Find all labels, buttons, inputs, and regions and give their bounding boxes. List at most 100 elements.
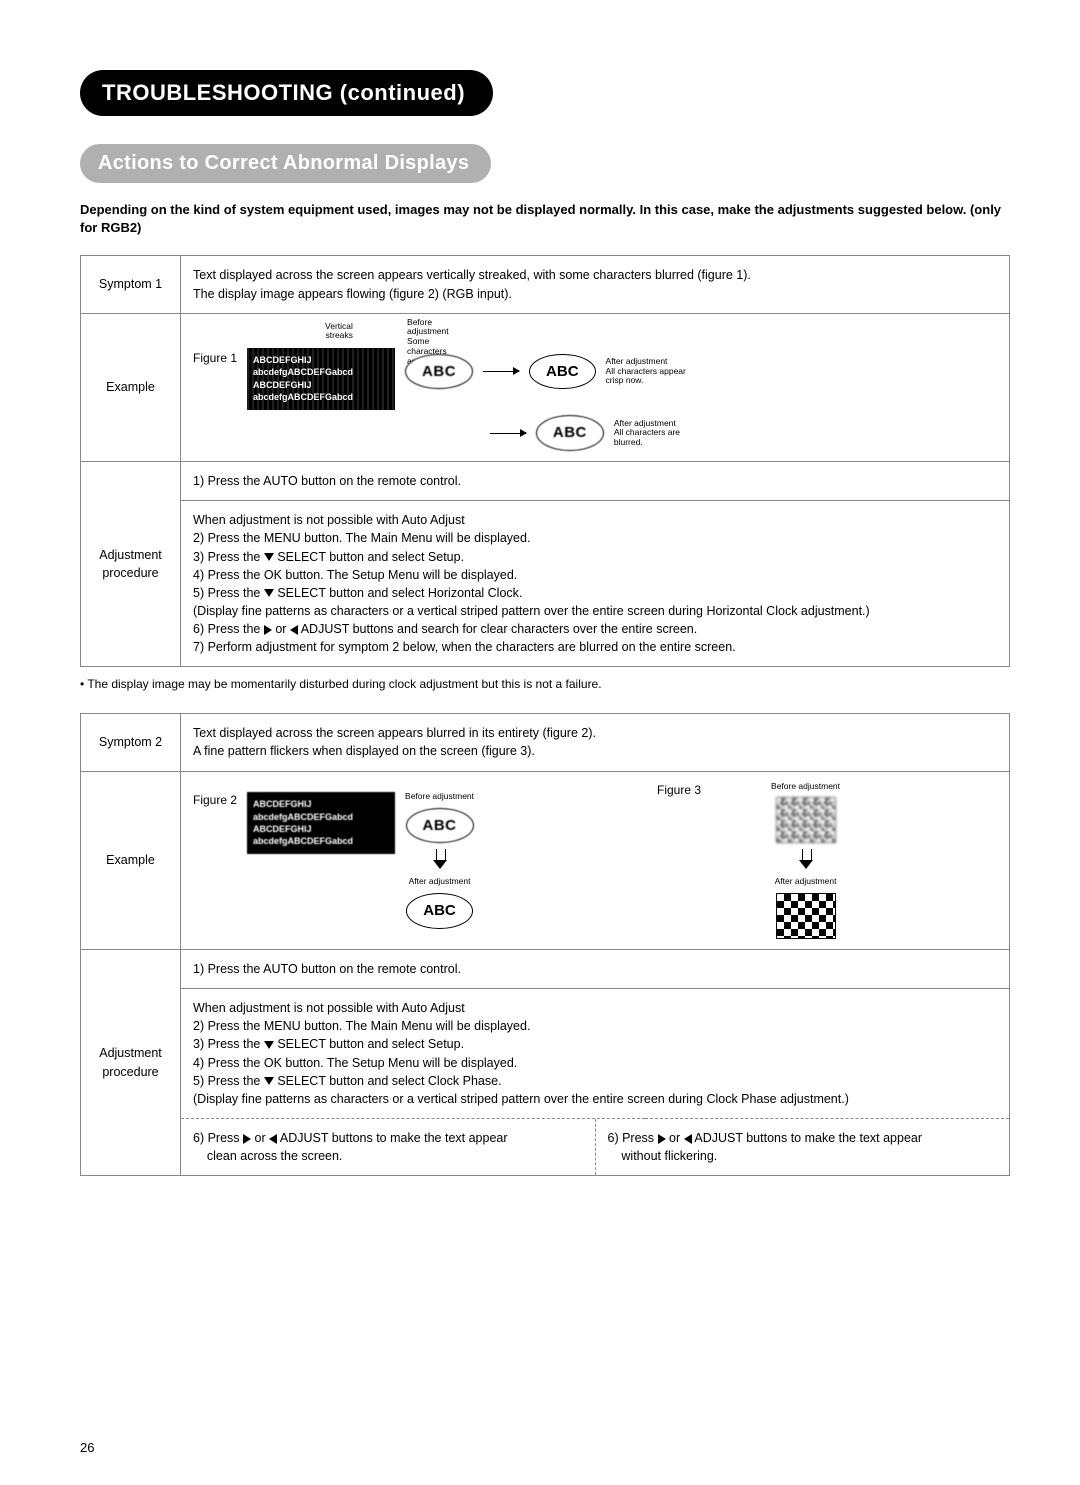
l6b: or [251,1131,269,1145]
ag1: After adjustment [606,356,668,366]
t2-s4: 4) Press the OK button. The Setup Menu w… [193,1056,517,1070]
ab2: All characters are [614,427,680,437]
symptom1-line2: The display image appears flowing (figur… [193,287,512,301]
adjust2-step1: 1) Press the AUTO button on the remote c… [181,950,1010,989]
symptom1-line1: Text displayed across the screen appears… [193,268,751,282]
ab3: blurred. [614,437,643,447]
ag3: crisp now. [606,375,644,385]
adjust2-left: 6) Press or ADJUST buttons to make the t… [181,1119,596,1175]
s2l1: Text displayed across the screen appears… [193,726,596,740]
abc-crisp-result: ABC [529,354,596,390]
ab1: After adjustment [614,418,676,428]
fig1-row3: abcdefgABCDEFGabcd [253,391,389,403]
before-callout-2: Some characters [407,336,447,356]
adj1l2: procedure [102,566,158,580]
after-good-caption: After adjustment All characters appear c… [606,357,686,386]
example1-label: Example [81,313,181,462]
fig2-after-label: After adjustment [409,877,471,887]
fig2-abc-before: ABC [406,808,474,844]
intro-paragraph: Depending on the kind of system equipmen… [80,201,1010,237]
symptom1-table: Symptom 1 Text displayed across the scre… [80,255,1010,667]
t2-s3b: SELECT button and select Setup. [274,1037,464,1051]
fig1-row0: ABCDEFGHIJ [253,354,389,366]
adjust2-right: 6) Press or ADJUST buttons to make the t… [596,1119,1010,1175]
t1-auto-header: When adjustment is not possible with Aut… [193,513,465,527]
adj1l1: Adjustment [99,548,162,562]
t1-s4: 4) Press the OK button. The Setup Menu w… [193,568,517,582]
t1-s7: 7) Perform adjustment for symptom 2 belo… [193,640,736,654]
right-triangle-icon [243,1134,251,1144]
arrow-down-icon [433,849,447,871]
r6c: ADJUST buttons to make the text appear [692,1131,922,1145]
symptom2-text: Text displayed across the screen appears… [181,714,1010,771]
streaks-callout-2: streaks [326,330,353,340]
t1-s6a: 6) Press the [193,622,264,636]
r6a: 6) Press [608,1131,658,1145]
t1-s3b: SELECT button and select Setup. [274,550,464,564]
fig1-row2: ABCDEFGHIJ [253,379,389,391]
after-bad-caption: After adjustment All characters are blur… [614,419,680,448]
f2r0: ABCDEFGHIJ [253,798,389,810]
f2r2: ABCDEFGHIJ [253,823,389,835]
arrow-right-icon [483,371,519,372]
f2r3: abcdefgABCDEFGabcd [253,835,389,847]
adjust1-label: Adjustment procedure [81,462,181,667]
symptom1-label: Symptom 1 [81,256,181,313]
left-triangle-icon [684,1134,692,1144]
abc-blurred-source: ABC [405,354,473,390]
figure2-textblock: ABCDEFGHIJ abcdefgABCDEFGabcd ABCDEFGHIJ… [247,792,395,854]
fig3-before-label: Before adjustment [771,782,840,792]
arrow-right-icon [490,433,526,434]
adjust2-details: When adjustment is not possible with Aut… [181,989,1010,1119]
adjust1-step1: 1) Press the AUTO button on the remote c… [181,462,1010,501]
t2-s5a: 5) Press the [193,1074,264,1088]
s2l2: A fine pattern flickers when displayed o… [193,744,535,758]
page-number: 26 [80,1440,94,1455]
fig3-after-label: After adjustment [775,877,837,887]
arrow-down-icon [799,849,813,871]
figure3-label: Figure 3 [657,782,701,799]
t2-s2: 2) Press the MENU button. The Main Menu … [193,1019,530,1033]
t2-s3a: 3) Press the [193,1037,264,1051]
right-triangle-icon [264,625,272,635]
right-triangle-icon [658,1134,666,1144]
figure2-cell: Figure 2 ABCDEFGHIJ abcdefgABCDEFGabcd A… [181,771,646,950]
symptom2-label: Symptom 2 [81,714,181,771]
down-triangle-icon [264,1041,274,1049]
figure1-label: Figure 1 [193,350,237,367]
symptom2-table: Symptom 2 Text displayed across the scre… [80,713,1010,1176]
fig3-pattern-before [776,797,836,843]
l6a: 6) Press [193,1131,243,1145]
adjust2-label: Adjustment procedure [81,950,181,1176]
subsection-title-pill: Actions to Correct Abnormal Displays [80,144,491,183]
before-callout-1: Before adjustment [407,317,449,337]
figure2-label: Figure 2 [193,792,237,809]
mid-note: • The display image may be momentarily d… [80,677,1010,691]
section-title-pill: TROUBLESHOOTING (continued) [80,70,493,116]
t2-s5c: (Display fine patterns as characters or … [193,1092,849,1106]
adjust1-details: When adjustment is not possible with Aut… [181,501,1010,667]
abc-blurred-result: ABC [536,415,604,451]
t1-s6c: ADJUST buttons and search for clear char… [298,622,697,636]
t1-s6b: or [272,622,290,636]
r6b: or [666,1131,684,1145]
fig2-abc-after: ABC [406,893,473,929]
example2-label: Example [81,771,181,950]
figure3-cell: Figure 3 Before adjustment After adjustm… [645,771,1010,950]
t1-s5b: SELECT button and select Horizontal Cloc… [274,586,523,600]
streaks-callout-1: Vertical [325,321,353,331]
adj2l2: procedure [102,1065,158,1079]
f2r1: abcdefgABCDEFGabcd [253,811,389,823]
down-triangle-icon [264,553,274,561]
fig2-before-label: Before adjustment [405,792,474,802]
figure1-textblock: ABCDEFGHIJ abcdefgABCDEFGabcd ABCDEFGHIJ… [247,348,395,410]
l6c: ADJUST buttons to make the text appear [277,1131,507,1145]
left-triangle-icon [269,1134,277,1144]
t1-s2: 2) Press the MENU button. The Main Menu … [193,531,530,545]
down-triangle-icon [264,589,274,597]
t2-auto-header: When adjustment is not possible with Aut… [193,1001,465,1015]
l6d: clean across the screen. [207,1149,343,1163]
ag2: All characters appear [606,366,686,376]
t2-s5b: SELECT button and select Clock Phase. [274,1074,502,1088]
t1-s5c: (Display fine patterns as characters or … [193,604,870,618]
